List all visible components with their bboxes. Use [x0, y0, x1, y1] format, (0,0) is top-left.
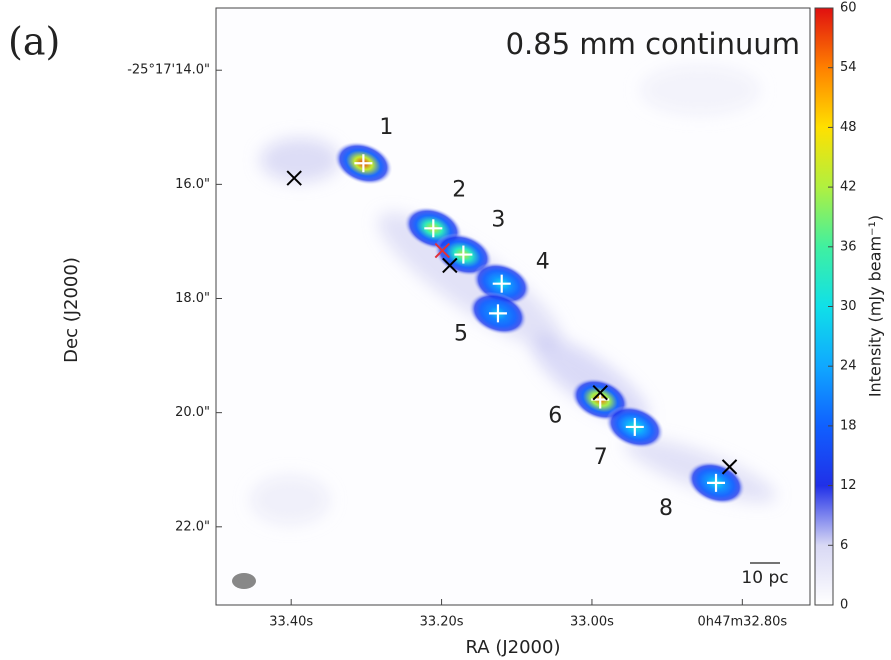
- y-tick-label: 18.0": [175, 291, 210, 306]
- colorbar-tick-label: 30: [840, 299, 857, 314]
- scale-bar-label: 10 pc: [741, 568, 788, 588]
- y-tick-label: 22.0": [175, 519, 210, 534]
- colorbar-tick-label: 36: [840, 239, 857, 254]
- colorbar-tick-label: 60: [840, 1, 857, 16]
- marker-stroke: [592, 384, 608, 401]
- colorbar-tick-label: 48: [840, 120, 857, 135]
- y-tick-label: 20.0": [175, 405, 210, 420]
- colorbar-tick-label: 0: [840, 598, 848, 613]
- colorbar-tick-label: 42: [840, 180, 857, 195]
- chart-title: 0.85 mm continuum: [506, 27, 800, 61]
- source-label: 6: [548, 404, 562, 429]
- panel-label: (a): [8, 20, 60, 64]
- marker-stroke: [721, 459, 738, 475]
- x-axis-label: RA (J2000): [466, 637, 561, 658]
- beam: [232, 573, 256, 589]
- x-marker: [592, 384, 608, 401]
- x-marker: [434, 242, 451, 259]
- source-marker: [625, 417, 644, 436]
- y-tick-label: -25°17'14.0": [127, 63, 210, 78]
- colorbar-label: Intensity (mJy beam⁻¹): [866, 215, 885, 397]
- colorbar-tick-label: 6: [840, 538, 848, 553]
- source-marker: [492, 274, 511, 293]
- source-marker: [488, 304, 507, 323]
- plot-frame: [215, 7, 811, 606]
- marker-stroke: [434, 242, 451, 259]
- source-marker: [707, 473, 726, 492]
- source-label: 5: [454, 321, 468, 346]
- y-axis-label: Dec (J2000): [61, 257, 82, 363]
- x-marker: [442, 257, 458, 274]
- x-tick-label: 33.40s: [269, 615, 313, 630]
- x-tick-label: 33.00s: [570, 615, 614, 630]
- colorbar-tick-label: 12: [840, 478, 857, 493]
- source-label: 7: [594, 445, 608, 470]
- source-label: 1: [379, 115, 393, 140]
- source-marker: [454, 245, 473, 264]
- marker-stroke: [286, 170, 302, 186]
- colorbar-tick-label: 18: [840, 418, 857, 433]
- colorbar-tick-label: 24: [840, 359, 857, 374]
- source-label: 8: [659, 496, 673, 521]
- source-label: 2: [452, 177, 466, 202]
- source-marker: [424, 219, 443, 238]
- marker-stroke: [442, 257, 458, 274]
- x-tick-label: 33.20s: [420, 615, 464, 630]
- x-marker: [286, 170, 302, 186]
- x-tick-label: 0h47m32.80s: [697, 615, 787, 630]
- colorbar-tick-label: 54: [840, 60, 857, 75]
- y-tick-label: 16.0": [175, 177, 210, 192]
- source-marker: [354, 154, 373, 173]
- source-label: 4: [536, 250, 550, 275]
- source-label: 3: [491, 208, 505, 233]
- x-marker: [721, 459, 738, 475]
